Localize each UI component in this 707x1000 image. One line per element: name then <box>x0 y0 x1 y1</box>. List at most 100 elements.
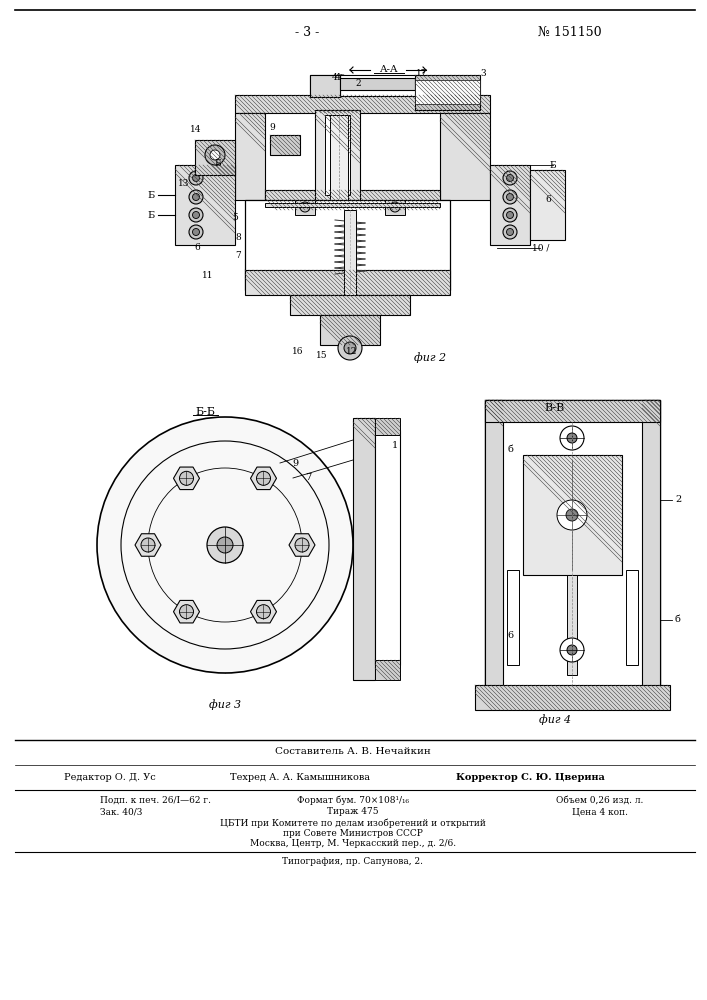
Polygon shape <box>135 534 161 556</box>
Polygon shape <box>320 315 380 345</box>
Circle shape <box>141 538 155 552</box>
Circle shape <box>390 202 400 212</box>
Polygon shape <box>490 165 530 245</box>
Bar <box>340 78 415 90</box>
Polygon shape <box>250 600 276 623</box>
Polygon shape <box>265 190 440 210</box>
Polygon shape <box>290 295 410 315</box>
Polygon shape <box>530 170 565 240</box>
Text: Зак. 40/3: Зак. 40/3 <box>100 808 142 816</box>
Polygon shape <box>175 165 235 245</box>
Polygon shape <box>353 418 375 680</box>
Circle shape <box>189 208 203 222</box>
Bar <box>330 115 348 265</box>
Text: 9: 9 <box>292 458 298 468</box>
Polygon shape <box>245 200 450 290</box>
Text: Составитель А. В. Нечайкин: Составитель А. В. Нечайкин <box>275 748 431 756</box>
Polygon shape <box>385 200 405 215</box>
Circle shape <box>506 194 513 200</box>
Circle shape <box>506 174 513 182</box>
Bar <box>344 210 356 295</box>
Text: A-A: A-A <box>379 66 397 75</box>
Circle shape <box>192 212 199 219</box>
Polygon shape <box>475 685 670 710</box>
Polygon shape <box>485 400 660 422</box>
Text: 4: 4 <box>332 73 338 82</box>
Polygon shape <box>173 600 199 623</box>
Circle shape <box>210 150 220 160</box>
Text: б: б <box>675 615 681 624</box>
Text: ЦБТИ при Комитете по делам изобретений и открытий: ЦБТИ при Комитете по делам изобретений и… <box>220 818 486 828</box>
Circle shape <box>557 500 587 530</box>
Polygon shape <box>315 110 360 200</box>
Text: Б-Б: Б-Б <box>195 407 215 417</box>
Circle shape <box>217 537 233 553</box>
Polygon shape <box>325 115 350 195</box>
Text: № 151150: № 151150 <box>538 25 602 38</box>
Circle shape <box>560 638 584 662</box>
Text: 7: 7 <box>305 474 311 483</box>
Polygon shape <box>250 467 276 490</box>
Polygon shape <box>173 467 199 490</box>
Text: 9: 9 <box>269 123 275 132</box>
Circle shape <box>192 194 199 200</box>
Circle shape <box>192 174 199 182</box>
Circle shape <box>560 426 584 450</box>
Text: фиг 4: фиг 4 <box>539 715 571 725</box>
Text: Б: Б <box>549 160 556 169</box>
Text: 6: 6 <box>545 196 551 205</box>
Bar <box>507 570 519 665</box>
Circle shape <box>192 229 199 235</box>
Polygon shape <box>642 400 660 695</box>
Polygon shape <box>235 113 265 200</box>
Circle shape <box>207 527 243 563</box>
Polygon shape <box>310 75 340 96</box>
Text: Формат бум. 70×108¹/₁₆: Формат бум. 70×108¹/₁₆ <box>297 795 409 805</box>
Polygon shape <box>265 203 440 207</box>
Polygon shape <box>375 418 400 435</box>
Text: 14: 14 <box>190 125 201 134</box>
Circle shape <box>257 471 271 485</box>
Circle shape <box>97 417 353 673</box>
Text: 5: 5 <box>232 214 238 223</box>
Text: Б: Б <box>148 190 155 200</box>
Circle shape <box>189 225 203 239</box>
Circle shape <box>567 645 577 655</box>
Circle shape <box>180 471 194 485</box>
Polygon shape <box>523 455 622 575</box>
Polygon shape <box>195 140 235 175</box>
Text: Объем 0,26 изд. л.: Объем 0,26 изд. л. <box>556 796 643 804</box>
Text: 4: 4 <box>335 73 341 82</box>
Text: 15: 15 <box>316 351 328 360</box>
Text: Корректор С. Ю. Цверина: Корректор С. Ю. Цверина <box>455 772 604 782</box>
Text: 2: 2 <box>355 80 361 89</box>
Polygon shape <box>485 400 503 695</box>
Text: 17: 17 <box>416 68 428 78</box>
Text: 2: 2 <box>675 495 682 504</box>
Text: Редактор О. Д. Ус: Редактор О. Д. Ус <box>64 772 156 782</box>
Circle shape <box>567 433 577 443</box>
Text: 3: 3 <box>480 68 486 78</box>
Bar <box>626 570 638 665</box>
Text: Б: Б <box>148 211 155 220</box>
Text: 12: 12 <box>346 348 358 357</box>
Circle shape <box>503 171 517 185</box>
Text: при Совете Министров СССР: при Совете Министров СССР <box>283 828 423 838</box>
Text: Тираж 475: Тираж 475 <box>327 808 379 816</box>
Circle shape <box>180 605 194 619</box>
Text: фиг 2: фиг 2 <box>414 353 446 363</box>
Text: Типография, пр. Сапунова, 2.: Типография, пр. Сапунова, 2. <box>283 857 423 866</box>
Text: Цена 4 коп.: Цена 4 коп. <box>572 808 628 816</box>
Text: 10 /: 10 / <box>532 243 549 252</box>
Circle shape <box>506 229 513 235</box>
Circle shape <box>566 509 578 521</box>
Text: 8: 8 <box>235 233 241 242</box>
Circle shape <box>300 202 310 212</box>
Polygon shape <box>440 113 490 200</box>
Text: фиг 3: фиг 3 <box>209 700 241 710</box>
Text: Техред А. А. Камышникова: Техред А. А. Камышникова <box>230 772 370 782</box>
Circle shape <box>338 336 362 360</box>
Circle shape <box>257 605 271 619</box>
Text: Б: Б <box>215 158 221 167</box>
Text: б: б <box>507 446 513 454</box>
